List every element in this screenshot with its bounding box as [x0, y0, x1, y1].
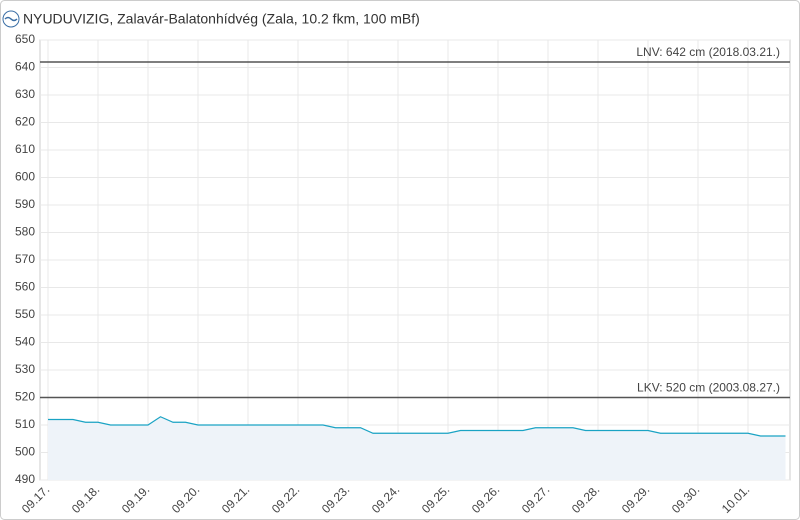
- y-tick-label: 530: [15, 362, 35, 376]
- logo: [2, 10, 20, 28]
- y-tick-label: 490: [15, 472, 35, 486]
- y-tick-label: 540: [15, 335, 35, 349]
- line: [48, 416, 786, 437]
- y-tick-label: 560: [15, 280, 35, 294]
- y-tick-label: 600: [15, 170, 35, 184]
- y-tick-label: 610: [15, 142, 35, 156]
- y-tick-label: 640: [15, 60, 35, 74]
- y-tick-label: 510: [15, 417, 35, 431]
- reference-label: LKV: 520 cm (2003.08.27.): [637, 381, 780, 395]
- y-tick-label: 620: [15, 115, 35, 129]
- y-tick-label: 590: [15, 197, 35, 211]
- y-tick-label: 570: [15, 252, 35, 266]
- y-tick-label: 520: [15, 390, 35, 404]
- y-tick-label: 630: [15, 87, 35, 101]
- y-tick-label: 580: [15, 225, 35, 239]
- y-tick-label: 650: [15, 32, 35, 46]
- y-tick-label: 500: [15, 445, 35, 459]
- area: [48, 416, 786, 480]
- y-tick-label: 550: [15, 307, 35, 321]
- reference-label: LNV: 642 cm (2018.03.21.): [636, 45, 780, 59]
- chart-title: NYUDUVIZIG, Zalavár-Balatonhídvég (Zala,…: [23, 11, 420, 27]
